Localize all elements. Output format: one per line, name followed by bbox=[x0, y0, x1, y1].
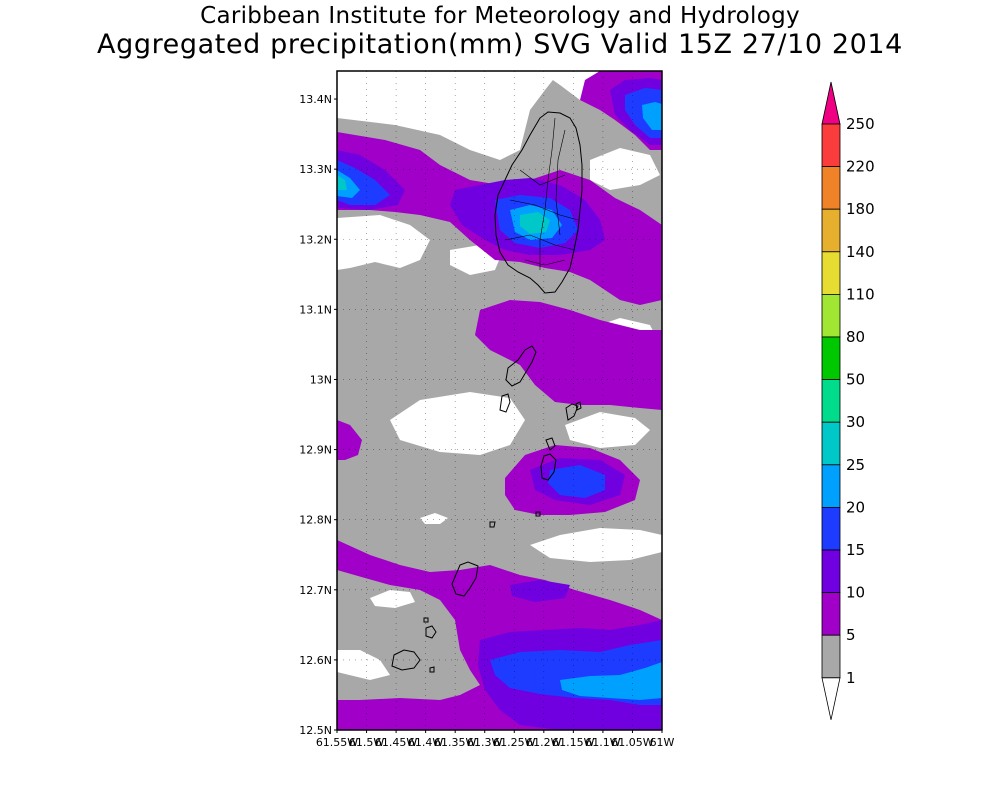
map-gridlines bbox=[337, 71, 662, 730]
coastline-union bbox=[540, 453, 557, 481]
dry-area-south-west bbox=[370, 590, 415, 608]
colorbar-box bbox=[821, 421, 841, 466]
colorbar-level-label: 180 bbox=[846, 200, 875, 218]
lon-tick-label: 61.3W bbox=[467, 736, 502, 749]
lon-tick-label: 61.55W bbox=[316, 736, 358, 749]
colorbar-box bbox=[821, 166, 841, 210]
dry-area-north bbox=[337, 71, 610, 160]
coastline-carriacou bbox=[451, 561, 479, 597]
lon-tick-label: 61.25W bbox=[493, 736, 535, 749]
latitude-axis: 13.4N 13.3N 13.2N 13.1N 13N 12.9N 12.8N 12.7N 12… bbox=[299, 93, 337, 737]
lon-tick-label: 61.15W bbox=[552, 736, 594, 749]
chart-title: Caribbean Institute for Meteorology and … bbox=[0, 2, 1000, 60]
colorbar-level-label: 20 bbox=[846, 498, 865, 516]
colorbar-level-label: 220 bbox=[846, 158, 875, 176]
lat-tick-label: 12.8N bbox=[299, 514, 332, 527]
coastline-grenada-north bbox=[391, 649, 421, 671]
colorbar-box bbox=[821, 208, 841, 253]
precip-band-25-30-west bbox=[337, 175, 347, 190]
lat-tick-label: 13.3N bbox=[299, 163, 332, 176]
colorbar-level-label: 5 bbox=[846, 626, 856, 644]
lat-tick-label: 13.2N bbox=[299, 233, 332, 246]
lon-tick-label: 61.4W bbox=[408, 736, 443, 749]
colorbar-box bbox=[821, 123, 841, 167]
lat-tick-label: 12.6N bbox=[299, 654, 332, 667]
coastline-st-vincent bbox=[494, 111, 583, 294]
lon-tick-label: 61W bbox=[650, 736, 675, 749]
dry-area-east-central bbox=[565, 412, 650, 448]
dry-area-south-east bbox=[530, 528, 662, 562]
dry-area-small bbox=[420, 513, 448, 524]
colorbar-box bbox=[821, 251, 841, 295]
precip-band-5-10-southwest bbox=[337, 700, 450, 730]
colorbar-level-label: 80 bbox=[846, 328, 865, 346]
colorbar-level-label: 15 bbox=[846, 541, 865, 559]
colorbar-box bbox=[821, 634, 841, 679]
colorbar-box bbox=[821, 293, 841, 338]
coastlines bbox=[391, 111, 583, 673]
precip-band-20-25-west bbox=[337, 170, 360, 198]
lat-tick-label: 13.4N bbox=[299, 93, 332, 106]
precipitation-field bbox=[337, 71, 662, 730]
colorbar-box bbox=[821, 379, 841, 423]
colorbar-level-label: 10 bbox=[846, 584, 865, 602]
coastline-isle-ronde bbox=[425, 625, 437, 639]
colorbar-box bbox=[821, 592, 841, 636]
dry-area-southwest-coast bbox=[337, 650, 390, 680]
colorbar-min-triangle bbox=[821, 677, 841, 720]
precip-band-5-10-central bbox=[475, 300, 662, 410]
colorbar-level-label: 110 bbox=[846, 285, 875, 303]
map-frame bbox=[336, 70, 663, 731]
lat-tick-label: 12.9N bbox=[299, 444, 332, 457]
lat-tick-label: 13N bbox=[310, 373, 332, 386]
lat-tick-label: 12.5N bbox=[299, 724, 332, 737]
lon-tick-label: 61.45W bbox=[375, 736, 417, 749]
colorbar-max-triangle bbox=[821, 81, 841, 125]
precip-band-10-15-south-mid bbox=[510, 580, 570, 602]
coastline-mustique bbox=[499, 393, 511, 413]
coastline-petite-martinique bbox=[489, 521, 496, 528]
dry-area-central bbox=[390, 392, 525, 455]
colorbar-level-label: 50 bbox=[846, 371, 865, 389]
colorbar-box bbox=[821, 549, 841, 593]
lon-tick-label: 61.1W bbox=[585, 736, 620, 749]
coastline-canouan bbox=[565, 403, 579, 421]
title-product: Aggregated precipitation(mm) SVG Valid 1… bbox=[97, 29, 903, 60]
colorbar-box bbox=[821, 506, 841, 551]
coastline-mayreau bbox=[545, 437, 556, 451]
lon-tick-label: 61.5W bbox=[349, 736, 384, 749]
coastline-st-vincent-interior bbox=[504, 117, 579, 270]
precip-band-15-20-central-south bbox=[548, 465, 605, 498]
precip-band-20-25-northeast bbox=[642, 102, 662, 130]
lon-tick-label: 61.35W bbox=[434, 736, 476, 749]
precip-band-5-10-west-edge bbox=[337, 420, 362, 460]
coastline-small-isles bbox=[423, 401, 582, 673]
colorbar-level-label: 250 bbox=[846, 115, 875, 133]
colorbar-box bbox=[821, 336, 841, 380]
title-institute: Caribbean Institute for Meteorology and … bbox=[200, 3, 800, 29]
precip-band-20-25-south bbox=[560, 662, 662, 700]
precip-band-25-30-island bbox=[520, 212, 550, 234]
colorbar-level-label: 25 bbox=[846, 456, 865, 474]
lat-tick-label: 12.7N bbox=[299, 584, 332, 597]
lon-tick-label: 61.05W bbox=[611, 736, 653, 749]
colorbar-level-label: 1 bbox=[846, 669, 856, 687]
lat-tick-label: 13.1N bbox=[299, 303, 332, 316]
dry-area-west bbox=[337, 215, 430, 270]
longitude-axis: 61.55W61.5W61.45W61.4W61.35W61.3W61.25W6… bbox=[316, 730, 675, 749]
coastline-bequia bbox=[505, 345, 537, 387]
colorbar-level-label: 140 bbox=[846, 243, 875, 261]
lon-tick-label: 61.2W bbox=[526, 736, 561, 749]
colorbar-box bbox=[821, 464, 841, 508]
colorbar-level-label: 30 bbox=[846, 413, 865, 431]
